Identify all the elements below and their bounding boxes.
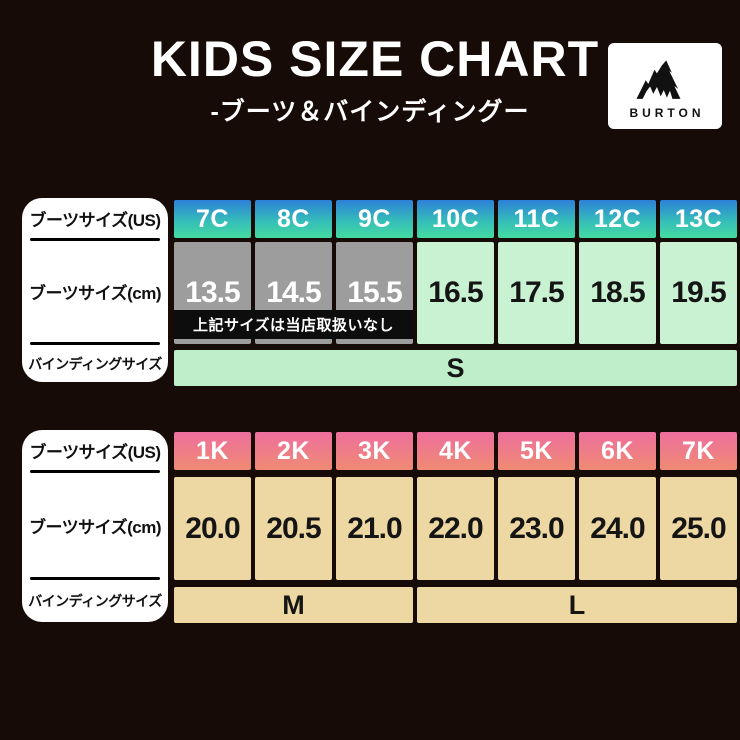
table2-label-binding-size: バインディングサイズ (28, 593, 162, 609)
cm-size-cell: 18.5 (579, 242, 656, 344)
table2-row-labels: ブーツサイズ(US) ブーツサイズ(cm) バインディングサイズ (22, 430, 168, 622)
table1-row-labels: ブーツサイズ(US) ブーツサイズ(cm) バインディングサイズ (22, 198, 168, 382)
cm-size-cell: 17.5 (498, 242, 575, 344)
label-divider (30, 342, 160, 345)
cm-size-cell: 21.0 (336, 477, 413, 580)
cm-size-cell: 24.0 (579, 477, 656, 580)
burton-logo: BURTON (608, 43, 722, 129)
us-size-cell: 3K (336, 432, 413, 470)
table2-label-boot-size-us: ブーツサイズ(US) (29, 442, 161, 462)
us-size-cell: 7C (174, 200, 251, 238)
burton-logo-text: BURTON (629, 106, 705, 120)
us-size-cell: 9C (336, 200, 413, 238)
table2-binding-size-m-cell: M (174, 587, 413, 623)
unavailable-note: 上記サイズは当店取扱いなし (174, 310, 413, 339)
cm-size-cell: 16.5 (417, 242, 494, 344)
table1-binding-size-s-cell: S (174, 350, 737, 386)
us-size-cell: 11C (498, 200, 575, 238)
label-divider (30, 238, 160, 241)
us-size-cell: 10C (417, 200, 494, 238)
us-size-cell: 13C (660, 200, 737, 238)
us-size-cell: 7K (660, 432, 737, 470)
cm-size-cell: 19.5 (660, 242, 737, 344)
us-size-cell: 4K (417, 432, 494, 470)
cm-size-cell: 22.0 (417, 477, 494, 580)
mountain-icon (636, 60, 681, 99)
page-subtitle: -ブーツ＆バインディングー (210, 98, 530, 126)
label-divider (30, 470, 160, 473)
us-size-cell: 12C (579, 200, 656, 238)
table2-cm-size-row: 20.0 20.5 21.0 22.0 23.0 24.0 25.0 (174, 477, 737, 580)
us-size-cell: 6K (579, 432, 656, 470)
cm-size-cell: 23.0 (498, 477, 575, 580)
table1-us-size-row: 7C 8C 9C 10C 11C 12C 13C (174, 200, 737, 238)
us-size-cell: 8C (255, 200, 332, 238)
us-size-cell: 1K (174, 432, 251, 470)
cm-size-cell: 25.0 (660, 477, 737, 580)
table1-label-boot-size-us: ブーツサイズ(US) (29, 210, 161, 230)
table1-cm-size-row: 13.5 14.5 15.5 16.5 17.5 18.5 19.5 (174, 242, 737, 344)
cm-size-cell: 20.5 (255, 477, 332, 580)
table2-binding-size-l-cell: L (417, 587, 737, 623)
table2-label-boot-size-cm: ブーツサイズ(cm) (28, 517, 162, 537)
us-size-cell: 2K (255, 432, 332, 470)
cm-size-cell: 20.0 (174, 477, 251, 580)
table2-us-size-row: 1K 2K 3K 4K 5K 6K 7K (174, 432, 737, 470)
label-divider (30, 577, 160, 580)
page-title: KIDS SIZE CHART (150, 31, 600, 87)
us-size-cell: 5K (498, 432, 575, 470)
table2-binding-size-row: M L (174, 587, 737, 623)
table1-label-boot-size-cm: ブーツサイズ(cm) (28, 284, 162, 303)
table1-label-binding-size: バインディングサイズ (28, 355, 162, 372)
